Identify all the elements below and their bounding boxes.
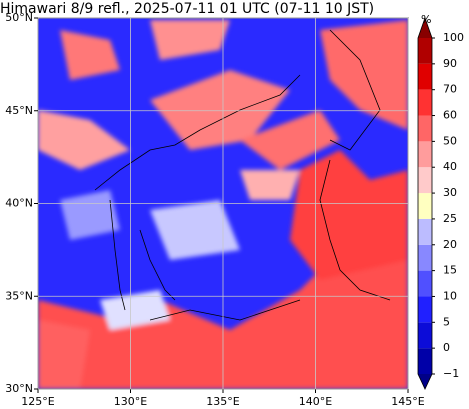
x-tick-label: 145°E	[391, 395, 424, 408]
y-tick-label: 30°N	[5, 382, 33, 395]
y-tick-label: 40°N	[5, 197, 33, 210]
colorbar-segment	[418, 218, 432, 245]
colorbar-tick-label: 10	[443, 289, 457, 302]
colorbar-segment	[418, 244, 432, 271]
colorbar-tick-label: 0	[443, 341, 450, 354]
colorbar-tick-label: 100	[443, 31, 464, 44]
colorbar-tick-label: 90	[443, 57, 457, 70]
colorbar-tick-label: 30	[443, 186, 457, 199]
colorbar-tick-label: 40	[443, 160, 457, 173]
colorbar-label: %	[421, 13, 431, 26]
colorbar-tick-label: −1	[443, 367, 459, 380]
colorbar-segment	[418, 63, 432, 90]
colorbar-under	[418, 374, 432, 389]
x-tick-label: 140°E	[299, 395, 332, 408]
colorbar-tick-label: 70	[443, 83, 457, 96]
colorbar-tick-label: 50	[443, 134, 457, 147]
y-tick-label: 45°N	[5, 104, 33, 117]
colorbar-segment	[418, 89, 432, 116]
colorbar-segment	[418, 322, 432, 349]
colorbar-segment	[418, 38, 432, 64]
colorbar-tick-label: 20	[443, 238, 457, 251]
colorbar-segment	[418, 167, 432, 194]
colorbar-segment	[418, 270, 432, 297]
colorbar-segment	[418, 115, 432, 142]
colorbar-tick-label: 5	[443, 315, 450, 328]
x-tick-label: 130°E	[114, 395, 147, 408]
colorbar-over	[418, 18, 432, 38]
colorbar-segment	[418, 141, 432, 168]
y-tick-label: 35°N	[5, 289, 33, 302]
colorbar-tick-label: 60	[443, 109, 457, 122]
colorbar-tick-label: 25	[443, 212, 457, 225]
colorbar-segment	[418, 348, 432, 374]
y-tick-label: 50°N	[5, 11, 33, 24]
x-tick-label: 135°E	[206, 395, 239, 408]
colorbar-segment	[418, 193, 432, 219]
x-tick-label: 125°E	[21, 395, 54, 408]
colorbar-segment	[418, 296, 432, 323]
colorbar-tick-label: 15	[443, 264, 457, 277]
map-title: Himawari 8/9 refl., 2025-07-11 01 UTC (0…	[0, 1, 374, 17]
